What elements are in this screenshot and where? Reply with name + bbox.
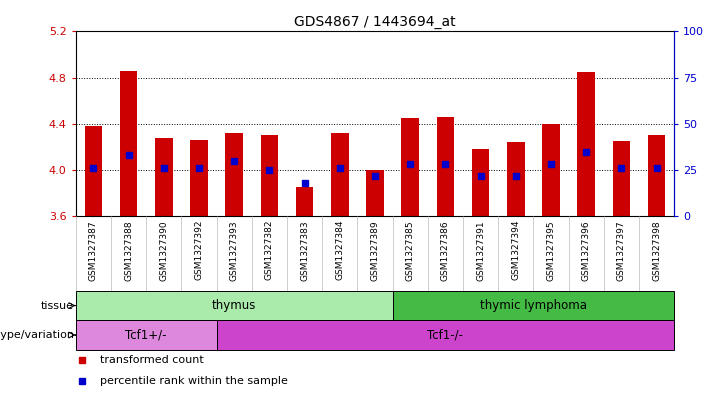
Text: percentile rank within the sample: percentile rank within the sample	[99, 376, 288, 386]
Text: GSM1327385: GSM1327385	[406, 220, 415, 281]
Bar	[647, 135, 665, 216]
Bar	[155, 138, 172, 216]
Text: Tcf1-/-: Tcf1-/-	[428, 329, 464, 342]
Text: GSM1327386: GSM1327386	[441, 220, 450, 281]
Text: transformed count: transformed count	[99, 354, 203, 365]
Text: GSM1327384: GSM1327384	[335, 220, 344, 280]
Text: GSM1327388: GSM1327388	[124, 220, 133, 281]
Bar	[436, 117, 454, 216]
Bar	[331, 133, 348, 216]
Bar	[76, 320, 216, 350]
Bar	[392, 291, 674, 320]
Bar	[120, 71, 137, 216]
Text: GSM1327394: GSM1327394	[511, 220, 521, 280]
Text: GSM1327397: GSM1327397	[617, 220, 626, 281]
Title: GDS4867 / 1443694_at: GDS4867 / 1443694_at	[294, 15, 456, 29]
Bar	[296, 187, 314, 216]
Bar	[578, 72, 595, 216]
Text: GSM1327382: GSM1327382	[265, 220, 274, 280]
Text: thymus: thymus	[212, 299, 256, 312]
Text: GSM1327392: GSM1327392	[195, 220, 203, 280]
Bar	[190, 140, 208, 216]
Text: tissue: tissue	[41, 301, 74, 310]
Text: GSM1327387: GSM1327387	[89, 220, 98, 281]
Text: GSM1327395: GSM1327395	[547, 220, 555, 281]
Bar	[402, 118, 419, 216]
Bar	[542, 124, 559, 216]
Bar	[216, 320, 674, 350]
Text: GSM1327393: GSM1327393	[229, 220, 239, 281]
Text: GSM1327389: GSM1327389	[371, 220, 379, 281]
Text: GSM1327390: GSM1327390	[159, 220, 168, 281]
Text: genotype/variation: genotype/variation	[0, 330, 74, 340]
Text: GSM1327398: GSM1327398	[652, 220, 661, 281]
Bar	[613, 141, 630, 216]
Text: GSM1327396: GSM1327396	[582, 220, 590, 281]
Bar	[260, 135, 278, 216]
Bar	[472, 149, 490, 216]
Text: GSM1327383: GSM1327383	[300, 220, 309, 281]
Bar	[76, 291, 392, 320]
Bar	[225, 133, 243, 216]
Text: Tcf1+/-: Tcf1+/-	[125, 329, 167, 342]
Text: GSM1327391: GSM1327391	[476, 220, 485, 281]
Bar	[507, 142, 524, 216]
Bar	[366, 170, 384, 216]
Text: thymic lymphoma: thymic lymphoma	[480, 299, 587, 312]
Bar	[84, 126, 102, 216]
